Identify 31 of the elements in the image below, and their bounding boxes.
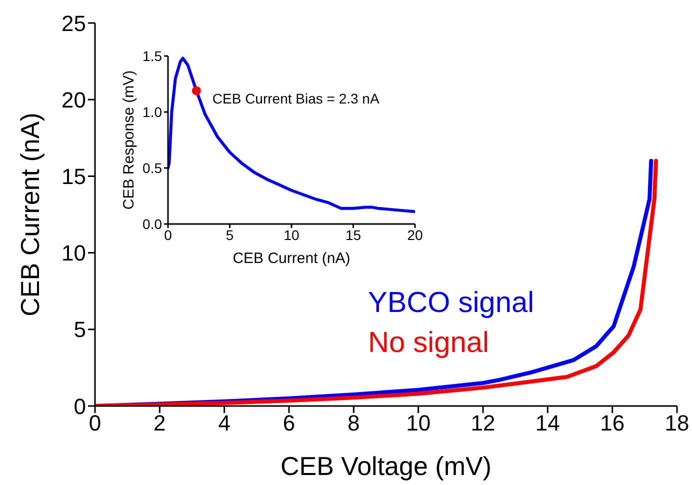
x-tick-label: 8 [348,410,360,436]
x-axis-title: CEB Voltage (mV) [280,451,492,481]
y-tick-label: 0.5 [142,160,162,176]
y-tick-label: 25 [62,10,86,36]
x-tick-label: 6 [282,410,296,436]
y-tick-label: 20 [62,87,86,112]
x-tick-label: 10 [406,410,431,436]
x-tick-label: 12 [470,410,496,436]
y-tick-label: 1.0 [142,104,162,120]
x-tick-label: 18 [664,410,690,436]
line-series [168,56,415,214]
y-tick-label: 15 [62,164,86,190]
annotation: CEB Current Bias = 2.3 nA [212,90,380,107]
series-label: YBCO signal [368,286,534,321]
y-axis-title: CEB Response (mV) [120,70,138,210]
x-tick-label: 4 [218,410,230,436]
y-tick-label: 0 [74,394,86,419]
x-tick-label: 20 [407,226,423,243]
y-axis-title: CEB Current (nA) [15,112,46,316]
x-axis-title: CEB Current (nA) [232,250,350,267]
y-tick-label: 1.5 [142,48,162,64]
y-tick-label: 0.0 [142,216,162,232]
x-tick-label: 2 [154,410,166,436]
y-tick-label: 5 [74,317,86,342]
x-tick-label: 15 [345,226,362,243]
x-tick-label: 14 [535,410,560,436]
x-tick-label: 10 [284,226,300,243]
x-tick-label: 0 [164,226,172,243]
x-tick-label: 5 [226,226,234,243]
x-tick-label: 16 [600,410,625,436]
series-label: No signal [368,326,490,361]
